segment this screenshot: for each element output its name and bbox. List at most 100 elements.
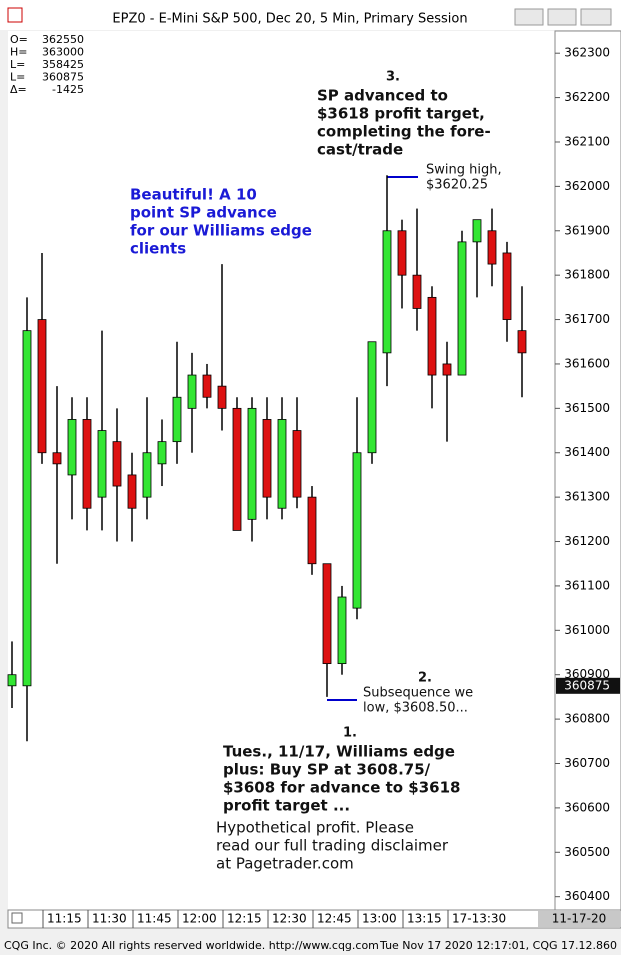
stat-value: 362550 [42, 33, 84, 46]
annotation-line: plus: Buy SP at 3608.75/ [223, 761, 431, 779]
candle-body [37, 319, 47, 454]
y-tick-label: 360900 [564, 667, 610, 681]
candle-body [382, 230, 392, 354]
stat-label: Δ= [10, 83, 27, 96]
price-axis [554, 30, 621, 911]
stat-label: O= [10, 33, 28, 46]
annotation-line: read our full trading disclaimer [216, 837, 449, 855]
y-tick-label: 360700 [564, 756, 610, 770]
y-tick-label: 361300 [564, 490, 610, 504]
candle-body [367, 341, 377, 454]
annotation-line: profit target ... [223, 797, 350, 815]
candle-body [502, 252, 512, 320]
time-axis [7, 909, 621, 929]
last-price-box [556, 677, 620, 694]
x-tick-label: 11:45 [137, 912, 172, 926]
annotation-line: Tues., 11/17, Williams edge [223, 743, 455, 761]
candle-body [112, 441, 122, 487]
x-tick-label: 11:15 [47, 912, 82, 926]
candle-body [337, 596, 347, 665]
y-tick-label: 361200 [564, 534, 610, 548]
close-button[interactable] [580, 8, 612, 26]
annotation-number: 1. [343, 726, 357, 741]
annotation-line: clients [130, 240, 186, 258]
y-tick-label: 361100 [564, 578, 610, 592]
annotation-number: 3. [386, 70, 400, 85]
stat-label: H= [10, 46, 28, 59]
candle-body [352, 452, 362, 609]
candle-body [97, 430, 107, 498]
x-tick-label: 12:00 [182, 912, 217, 926]
footer-left: CQG Inc. © 2020 All rights reserved worl… [4, 939, 379, 952]
y-tick-label: 361500 [564, 401, 610, 415]
candle-body [187, 374, 197, 409]
y-tick-label: 361700 [564, 312, 610, 326]
annotation-line: $3620.25 [426, 178, 488, 193]
x-tick-label: 17-13:30 [452, 912, 506, 926]
y-tick-label: 361000 [564, 623, 610, 637]
y-tick-label: 361900 [564, 223, 610, 237]
y-tick-label: 362100 [564, 134, 610, 148]
last-price-label: 360875 [564, 678, 610, 692]
x-tick-label: 12:30 [272, 912, 307, 926]
candle-body [322, 563, 332, 665]
y-tick-label: 360800 [564, 712, 610, 726]
candle-body [232, 407, 242, 531]
x-tick-label: 12:45 [317, 912, 352, 926]
candle-body [127, 474, 137, 509]
candle-body [202, 374, 212, 398]
candle-body [487, 230, 497, 265]
candle-body [172, 396, 182, 443]
annotation-line: Swing high, [426, 163, 502, 178]
candle-body [307, 496, 317, 565]
x-tick-label: 11:30 [92, 912, 127, 926]
y-tick-label: 361400 [564, 445, 610, 459]
candle-body [427, 296, 437, 376]
date-box [538, 911, 621, 927]
candle-body [157, 441, 167, 465]
annotation-line: SP advanced to [317, 87, 448, 105]
stat-value: 360875 [42, 71, 84, 84]
y-tick-label: 362200 [564, 90, 610, 104]
candle-body [397, 230, 407, 276]
y-tick-label: 360600 [564, 800, 610, 814]
candle-body [277, 419, 287, 509]
maximize-button[interactable] [547, 8, 577, 26]
annotation-line: $3618 profit target, [317, 105, 485, 123]
annotation-line: $3608 for advance to $3618 [223, 779, 460, 797]
candle-body [7, 674, 17, 687]
candle-body [442, 363, 452, 376]
candle-body [217, 385, 227, 409]
candle-body [457, 241, 467, 376]
axis-icon [11, 912, 23, 924]
y-tick-label: 360400 [564, 889, 610, 903]
annotation-line: Beautiful! A 10 [130, 186, 257, 204]
annotation-line: for our Williams edge [130, 222, 312, 240]
candle-body [472, 219, 482, 243]
annotation-line: point SP advance [130, 204, 277, 222]
candle-body [22, 330, 32, 687]
candle-body [292, 430, 302, 498]
stat-label: L= [10, 58, 25, 71]
x-tick-label: 13:15 [407, 912, 442, 926]
candle-body [262, 419, 272, 498]
annotation-line: at Pagetrader.com [216, 855, 354, 873]
candle-body [52, 452, 62, 465]
y-tick-label: 361800 [564, 268, 610, 282]
annotation-line: Hypothetical profit. Please [216, 819, 414, 837]
stat-value: 363000 [42, 46, 84, 59]
date-label: 11-17-20 [552, 912, 606, 926]
window-title: EPZ0 - E-Mini S&P 500, Dec 20, 5 Min, Pr… [112, 12, 467, 27]
y-tick-label: 361600 [564, 356, 610, 370]
y-tick-label: 360500 [564, 845, 610, 859]
stat-value: -1425 [52, 83, 84, 96]
minimize-button[interactable] [514, 8, 544, 26]
footer-right: Tue Nov 17 2020 12:17:01, CQG 17.12.860 [379, 939, 617, 952]
annotation-line: cast/trade [317, 141, 403, 159]
candle-body [142, 452, 152, 498]
y-tick-label: 362000 [564, 179, 610, 193]
y-tick-label: 362300 [564, 46, 610, 60]
candle-body [517, 330, 527, 354]
annotation-line: Subsequence we [363, 686, 473, 701]
